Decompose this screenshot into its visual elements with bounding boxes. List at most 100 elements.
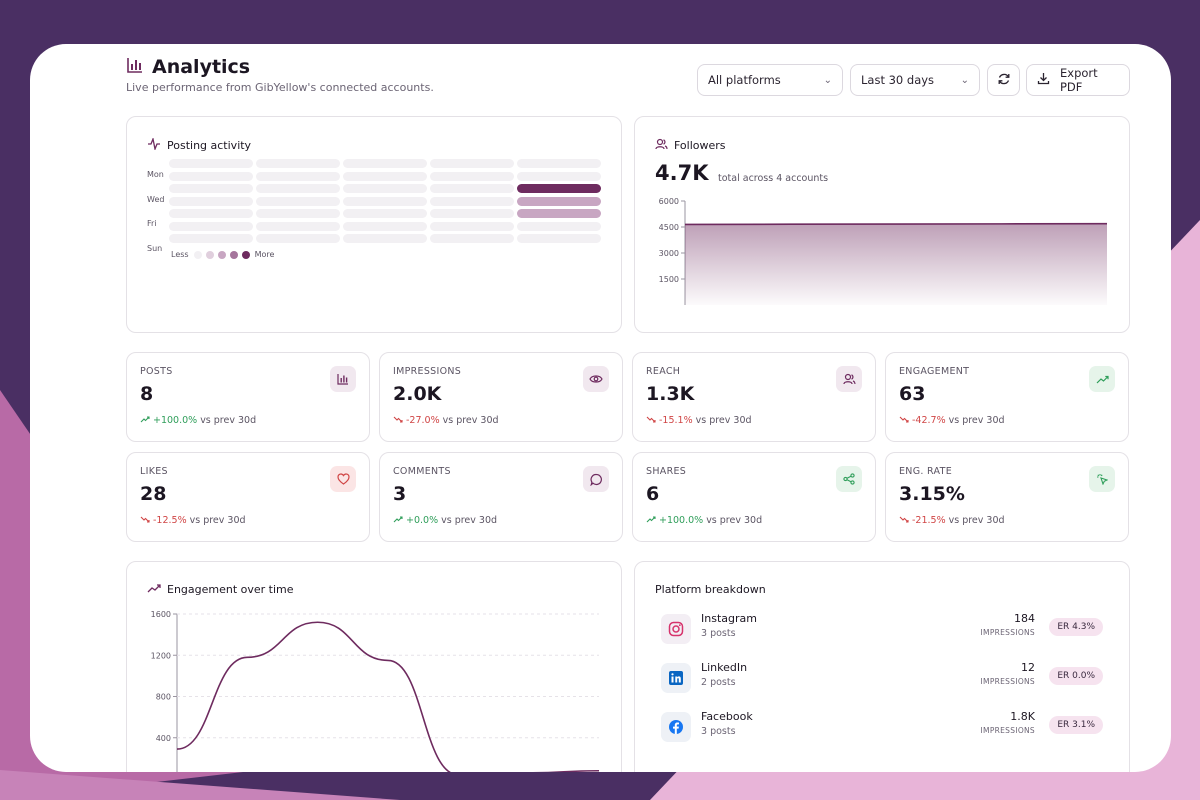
platform-row-facebook[interactable]: Facebook 3 posts 1.8K IMPRESSIONS ER 3.1… [661,710,1103,750]
platform-posts: 3 posts [701,726,736,737]
stat-delta: -42.7% vs prev 30d [899,415,1005,426]
y-tick-label: 3000 [659,249,679,258]
legend-swatch [193,250,202,259]
stat-label: REACH [646,366,681,377]
followers-title: Followers [655,138,726,153]
delta-suffix: vs prev 30d [189,515,246,526]
heatmap-cell [169,234,253,243]
heatmap-cell [430,159,514,168]
heatmap-cell [256,221,340,231]
platform-impressions: 184 [1014,612,1035,625]
heatmap-cell [343,196,427,206]
followers-chart: 6000 4500 3000 1500 [659,197,1108,305]
period-select-value: Last 30 days [861,73,935,87]
stat-delta: -15.1% vs prev 30d [646,415,752,426]
stat-card-posts: POSTS 8 +100.0% vs prev 30d [126,352,370,442]
stat-label: POSTS [140,366,173,377]
followers-line [684,222,1108,226]
users-icon [836,366,862,392]
trend-down-icon [140,515,150,526]
heatmap-cell [430,184,514,193]
refresh-icon [997,72,1011,89]
posting-activity-title: Posting activity [147,136,252,153]
stat-delta: +0.0% vs prev 30d [393,515,497,526]
day-label-wed: Wed [147,195,165,204]
heatmap-cell [517,196,601,206]
heatmap-cell [256,184,340,193]
day-label-mon: Mon [147,170,164,179]
platform-row-instagram[interactable]: Instagram 3 posts 184 IMPRESSIONS ER 4.3… [661,612,1103,652]
followers-caption: total across 4 accounts [718,173,829,184]
delta-suffix: vs prev 30d [442,415,499,426]
heatmap-cell [430,221,514,231]
refresh-button[interactable] [987,64,1020,96]
facebook-icon [661,712,691,742]
delta-value: +100.0% [153,415,198,426]
stat-value: 28 [140,483,167,505]
delta-suffix: vs prev 30d [948,515,1005,526]
stat-value: 3 [393,483,407,505]
y-tick-label: 6000 [659,197,679,206]
page-subtitle: Live performance from GibYellow's connec… [126,81,434,94]
stat-value: 2.0K [393,383,442,405]
followers-label: Followers [674,139,726,152]
y-tick-label: 1200 [151,651,171,660]
y-tick-label: 4500 [659,223,679,232]
delta-value: -15.1% [659,415,693,426]
heatmap-cell [517,209,601,218]
heatmap-cell [517,171,601,181]
share-icon [836,466,862,492]
heatmap-cell [169,196,253,206]
bar-chart-icon [126,56,144,78]
export-pdf-button[interactable]: Export PDF [1026,64,1130,96]
followers-card: Followers 4.7K total across 4 accounts 6… [634,116,1130,333]
stat-value: 3.15% [899,483,965,505]
stat-card-shares: SHARES 6 +100.0% vs prev 30d [632,452,876,542]
heatmap-cell [169,221,253,231]
delta-value: -21.5% [912,515,946,526]
trend-up-icon [646,515,656,526]
heatmap-cell [256,209,340,218]
stat-card-eng-rate: ENG. RATE 3.15% -21.5% vs prev 30d [885,452,1129,542]
stat-delta: +100.0% vs prev 30d [646,515,762,526]
period-select[interactable]: Last 30 days ⌄ [850,64,980,96]
page-header: Analytics [126,56,250,78]
impressions-label: IMPRESSIONS [980,726,1035,735]
followers-value: 4.7K [655,161,709,185]
heatmap-cell [517,221,601,231]
heatmap-cell [256,196,340,206]
stat-value: 1.3K [646,383,695,405]
legend-swatch [241,250,250,259]
day-label-fri: Fri [147,219,157,228]
trend-down-icon [899,515,909,526]
y-tick-label: 1600 [151,610,171,619]
impressions-label: IMPRESSIONS [980,628,1035,637]
page-title: Analytics [152,56,251,78]
delta-suffix: vs prev 30d [695,415,752,426]
activity-icon [147,136,161,153]
stat-card-impressions: IMPRESSIONS 2.0K -27.0% vs prev 30d [379,352,623,442]
delta-value: -27.0% [406,415,440,426]
stat-value: 6 [646,483,660,505]
platform-select[interactable]: All platforms ⌄ [697,64,843,96]
heatmap-cell [517,159,601,168]
engagement-rate-badge: ER 4.3% [1049,618,1103,636]
heatmap-cell [169,209,253,218]
stat-card-engagement: ENGAGEMENT 63 -42.7% vs prev 30d [885,352,1129,442]
platform-name: LinkedIn [701,661,748,674]
posting-activity-label: Posting activity [167,139,252,152]
export-pdf-label: Export PDF [1060,66,1098,94]
eye-icon [583,366,609,392]
engagement-label: Engagement over time [167,583,294,596]
stat-card-reach: REACH 1.3K -15.1% vs prev 30d [632,352,876,442]
engagement-rate-badge: ER 0.0% [1049,667,1103,685]
delta-value: -12.5% [153,515,187,526]
legend-swatches [193,250,250,259]
stat-label: SHARES [646,466,687,477]
heatmap-cell [343,221,427,231]
trend-up-icon [393,515,403,526]
y-tick-label: 1500 [659,275,679,284]
platform-row-linkedin[interactable]: LinkedIn 2 posts 12 IMPRESSIONS ER 0.0% [661,661,1103,701]
heatmap-cell [169,159,253,168]
trend-down-icon [393,415,403,426]
